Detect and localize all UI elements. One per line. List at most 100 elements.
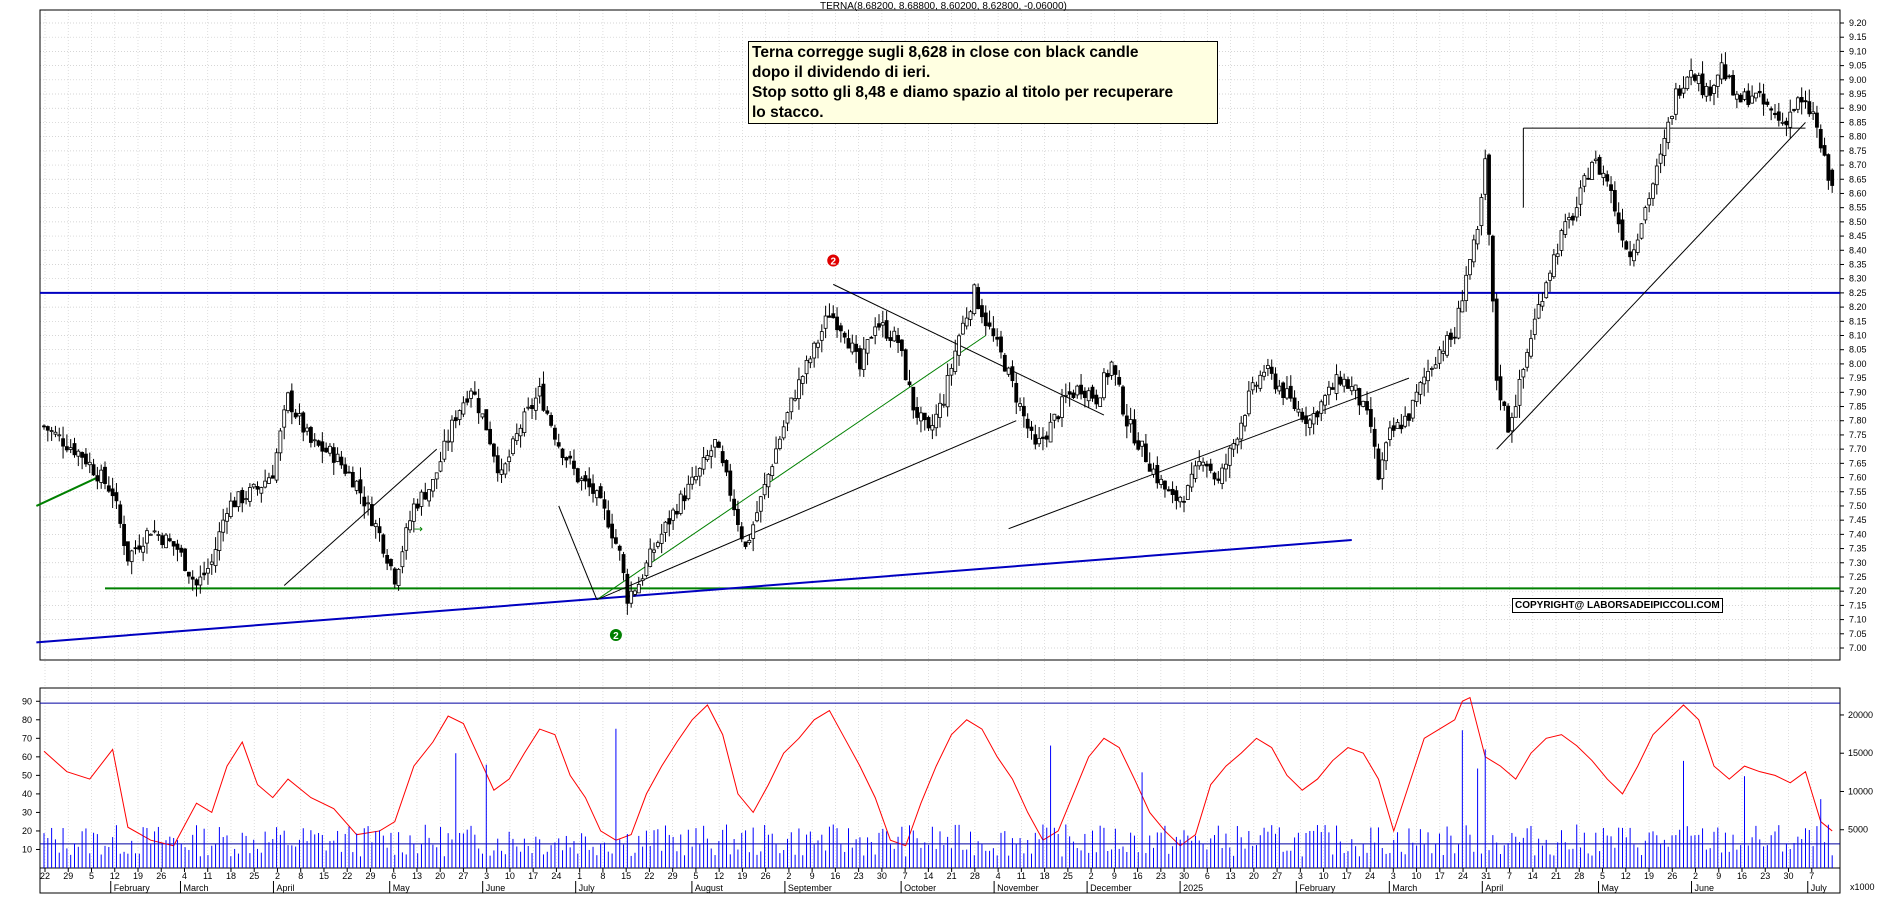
price-tick-label: 7.80 bbox=[1849, 416, 1867, 426]
candle-body bbox=[1490, 235, 1495, 302]
candle-body bbox=[68, 447, 73, 450]
candle-body bbox=[1826, 154, 1831, 181]
rsi-axis: 10 20 30 40 50 60 70 80 90 bbox=[22, 696, 40, 854]
candle-body bbox=[320, 441, 325, 452]
candle-body bbox=[1124, 415, 1129, 427]
candle-body bbox=[1109, 361, 1114, 376]
date-tick-label: 25 bbox=[1063, 871, 1073, 881]
candle-body bbox=[1452, 336, 1457, 339]
candle-body bbox=[1815, 112, 1819, 128]
candle-body bbox=[1365, 401, 1369, 411]
price-tick-label: 7.55 bbox=[1849, 487, 1867, 497]
date-tick-label: 27 bbox=[1272, 871, 1282, 881]
candle-body bbox=[694, 476, 698, 481]
candle-body bbox=[308, 427, 313, 443]
candle-body bbox=[1121, 386, 1125, 415]
candle-body bbox=[457, 410, 462, 420]
price-tick-label: 7.35 bbox=[1849, 544, 1867, 554]
date-tick-label: 12 bbox=[1621, 871, 1631, 881]
candle-body bbox=[358, 479, 363, 494]
candle-body bbox=[1292, 397, 1297, 410]
candle-body bbox=[1414, 391, 1419, 403]
candle-body bbox=[888, 337, 893, 341]
candle-body bbox=[892, 330, 897, 342]
candle-body bbox=[701, 457, 706, 470]
candle-body bbox=[507, 456, 512, 463]
annotation-line: dopo il dividendo di ieri. bbox=[752, 64, 931, 81]
marker-label: 2 bbox=[830, 256, 836, 267]
month-label: November bbox=[997, 883, 1039, 893]
candle-body bbox=[1410, 399, 1415, 419]
date-tick-label: 3 bbox=[1298, 871, 1303, 881]
date-tick-label: 9 bbox=[1716, 871, 1721, 881]
candle-body bbox=[1319, 401, 1324, 414]
candle-body bbox=[1090, 386, 1095, 399]
rsi-tick-label: 20 bbox=[22, 826, 32, 836]
candle-body bbox=[125, 541, 130, 562]
candle-body bbox=[720, 451, 725, 464]
candle-body bbox=[953, 350, 958, 372]
candle-body bbox=[1429, 368, 1434, 370]
candle-body bbox=[1464, 274, 1469, 301]
price-tick-label: 7.05 bbox=[1849, 629, 1867, 639]
candle-body bbox=[1052, 413, 1057, 421]
date-tick-label: 3 bbox=[484, 871, 489, 881]
rsi-line-series bbox=[43, 696, 1833, 847]
rsi-tick-label: 80 bbox=[22, 715, 32, 725]
candle-body bbox=[1006, 367, 1011, 375]
candle-body bbox=[274, 452, 279, 481]
candle-body bbox=[289, 390, 294, 413]
candle-body bbox=[1315, 411, 1320, 418]
candle-body bbox=[488, 428, 492, 445]
candle-body bbox=[57, 434, 62, 437]
candle-body bbox=[530, 405, 534, 409]
month-label: February bbox=[1299, 883, 1336, 893]
candle-body bbox=[823, 315, 828, 329]
candle-body bbox=[1094, 394, 1099, 405]
candle-body bbox=[606, 510, 611, 528]
candle-body bbox=[1079, 384, 1083, 395]
candle-body bbox=[1765, 101, 1770, 105]
candle-body bbox=[583, 475, 588, 482]
candle-body bbox=[213, 549, 218, 567]
candle-body bbox=[511, 438, 515, 455]
candle-body bbox=[1056, 416, 1061, 420]
candle-body bbox=[1712, 84, 1716, 94]
candle-body bbox=[1041, 436, 1045, 439]
candle-body bbox=[1063, 394, 1068, 397]
date-tick-label: 9 bbox=[810, 871, 815, 881]
candle-body bbox=[1342, 378, 1347, 387]
candle-body bbox=[1506, 405, 1511, 433]
candle-body bbox=[633, 590, 637, 595]
volume-scale-label: x1000 bbox=[1850, 882, 1875, 892]
candle-body bbox=[369, 504, 374, 526]
date-tick-label: 7 bbox=[1809, 871, 1814, 881]
candle-body bbox=[1185, 485, 1190, 500]
candle-body bbox=[831, 313, 836, 319]
candle-body bbox=[251, 483, 256, 488]
candle-body bbox=[1254, 384, 1259, 387]
month-label: February bbox=[114, 883, 151, 893]
candle-body bbox=[1719, 62, 1724, 80]
candle-body bbox=[514, 433, 519, 442]
candle-body bbox=[141, 545, 146, 553]
candle-body bbox=[1388, 427, 1392, 441]
date-tick-label: 11 bbox=[203, 871, 212, 881]
candle-body bbox=[347, 471, 351, 474]
price-tick-label: 8.50 bbox=[1849, 217, 1867, 227]
candle-body bbox=[941, 403, 946, 406]
candle-body bbox=[1151, 468, 1156, 475]
price-tick-label: 8.40 bbox=[1849, 245, 1867, 255]
candle-body bbox=[328, 445, 332, 454]
date-tick-label: 22 bbox=[342, 871, 352, 881]
candle-body bbox=[1086, 390, 1091, 402]
sell-signal-marker bbox=[827, 254, 840, 267]
candle-body bbox=[770, 466, 775, 477]
candle-body bbox=[678, 493, 683, 514]
candle-body bbox=[518, 427, 523, 437]
candle-body bbox=[1628, 251, 1633, 258]
candle-body bbox=[522, 411, 527, 433]
candle-body bbox=[766, 473, 771, 488]
candle-body bbox=[1368, 409, 1373, 427]
candle-body bbox=[957, 335, 961, 356]
